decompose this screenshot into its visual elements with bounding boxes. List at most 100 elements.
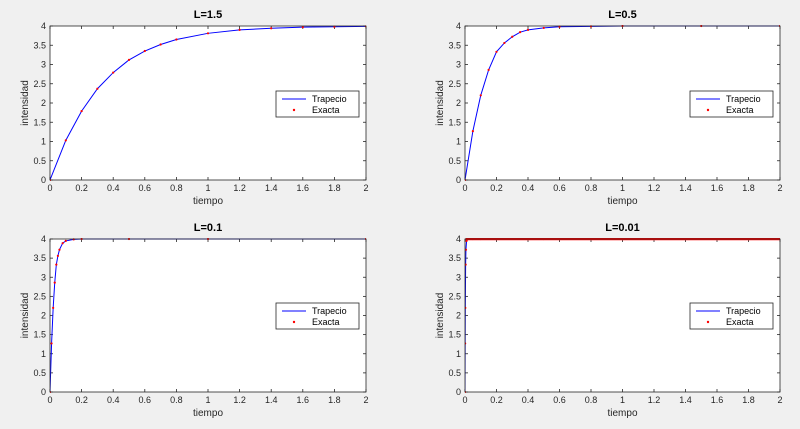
x-tick-label: 1.8 <box>742 183 755 193</box>
y-tick-label: 4 <box>41 21 46 31</box>
x-tick-label: 0.8 <box>585 183 598 193</box>
y-tick-label: 0.5 <box>33 368 46 378</box>
legend-exacta-swatch <box>292 108 296 112</box>
exacta-point <box>465 263 467 266</box>
exacta-point <box>270 27 273 30</box>
x-tick-label: 1 <box>205 183 210 193</box>
exacta-point <box>487 68 490 71</box>
exacta-point <box>495 50 498 53</box>
x-tick-label: 0 <box>47 395 52 405</box>
x-tick-label: 0.2 <box>75 183 88 193</box>
exacta-point <box>465 248 468 251</box>
x-tick-label: 2 <box>777 183 782 193</box>
y-tick-label: 1 <box>41 137 46 147</box>
x-tick-label: 1.6 <box>711 183 724 193</box>
x-tick-label: 1.4 <box>679 395 692 405</box>
y-tick-label: 4 <box>456 21 461 31</box>
axes-frame <box>464 238 781 393</box>
legend-trapecio-label: Trapecio <box>312 94 347 104</box>
exacta-point <box>301 26 304 29</box>
exacta-point <box>112 71 115 74</box>
y-tick-label: 3.5 <box>33 253 46 263</box>
y-tick-label: 2 <box>41 98 46 108</box>
x-axis-label: tiempo <box>193 196 223 207</box>
exacta-point <box>542 26 545 30</box>
x-tick-label: 0.6 <box>139 395 152 405</box>
x-tick-label: 0.8 <box>170 395 183 405</box>
y-tick-label: 0.5 <box>448 368 461 378</box>
exacta-point <box>479 94 482 97</box>
y-tick-label: 3.5 <box>448 40 461 50</box>
x-tick-label: 1.2 <box>233 183 246 193</box>
exacta-point <box>80 109 83 113</box>
legend-trapecio-label: Trapecio <box>312 306 347 316</box>
exacta-point <box>465 239 468 243</box>
exacta-point <box>238 28 241 31</box>
x-axis-label: tiempo <box>193 408 223 419</box>
legend-exacta-label: Exacta <box>312 105 340 115</box>
y-axis-label: intensidad <box>435 80 446 126</box>
x-tick-label: 0.6 <box>553 183 566 193</box>
x-tick-label: 2 <box>363 395 368 405</box>
y-tick-label: 3 <box>456 60 461 70</box>
y-tick-label: 2.5 <box>33 79 46 89</box>
legend-box <box>275 90 360 118</box>
exacta-point <box>206 32 210 35</box>
y-tick-label: 0.5 <box>33 156 46 166</box>
legend-exacta-label: Exacta <box>312 317 340 327</box>
x-tick-label: 1 <box>620 395 625 405</box>
x-tick-label: 1.4 <box>265 395 278 405</box>
y-tick-label: 1.5 <box>33 330 46 340</box>
x-tick-label: 1.2 <box>233 395 246 405</box>
y-tick-label: 2 <box>456 98 461 108</box>
axes-frame <box>49 25 367 181</box>
x-tick-label: 1.8 <box>328 395 341 405</box>
plot-area <box>50 25 366 181</box>
y-tick-label: 1.5 <box>33 117 46 127</box>
x-tick-label: 0.8 <box>585 395 598 405</box>
exacta-point <box>55 263 58 266</box>
y-tick-label: 0 <box>456 175 461 185</box>
x-tick-label: 1.8 <box>742 395 755 405</box>
y-tick-label: 4 <box>41 234 46 244</box>
exacta-point <box>175 38 178 41</box>
y-tick-label: 3 <box>456 272 461 282</box>
exacta-point <box>61 242 64 245</box>
chart-title: L=0.5 <box>608 9 636 21</box>
x-tick-label: 0.6 <box>139 183 152 193</box>
exacta-point <box>96 87 99 90</box>
exacta-point <box>64 139 67 142</box>
exacta-point <box>519 31 522 34</box>
x-tick-label: 0.4 <box>107 183 120 193</box>
y-tick-label: 1 <box>456 349 461 359</box>
axes-frame <box>464 25 781 181</box>
x-tick-label: 1.8 <box>328 183 341 193</box>
exacta-point <box>64 239 67 243</box>
exacta-point <box>471 130 474 133</box>
x-tick-label: 1.2 <box>648 395 661 405</box>
y-tick-label: 1 <box>456 137 461 147</box>
exacta-point <box>50 342 53 345</box>
x-tick-label: 0.4 <box>522 395 535 405</box>
legend-exacta-label: Exacta <box>726 317 754 327</box>
y-axis-label: intensidad <box>435 293 446 339</box>
x-tick-label: 1 <box>620 183 625 193</box>
y-tick-label: 0 <box>41 175 46 185</box>
chart-title: L=0.01 <box>605 222 640 234</box>
x-tick-label: 0 <box>462 395 467 405</box>
legend-trapecio-label: Trapecio <box>726 306 761 316</box>
subplot-1: L=1.5 0 0.2 0.4 0.6 0.8 1 1.2 1.4 1.6 1.8 2 0 0.5 1 1.5… <box>20 9 369 207</box>
exacta-point <box>143 49 146 53</box>
subplots-group: L=1.5 0 0.2 0.4 0.6 0.8 1 1.2 1.4 1.6 1.8 2 0 0.5 1 1.5… <box>20 9 783 419</box>
y-tick-label: 3.5 <box>448 253 461 263</box>
x-tick-label: 1.4 <box>679 183 692 193</box>
exacta-point <box>159 43 162 46</box>
x-tick-label: 0.6 <box>553 395 566 405</box>
y-axis-label: intensidad <box>20 80 31 126</box>
subplot-3: L=0.1 0 0.2 0.4 0.6 0.8 1 1.2 1.4 1.6 1.8 2 0 0.5 1 1.5… <box>20 222 369 419</box>
x-tick-label: 0.4 <box>107 395 120 405</box>
subplot-4: L=0.01 0 0.2 0.4 0.6 0.8 1 1.2 1.4 1.6 1.8 2 0 0.5 1 1.… <box>435 222 783 419</box>
y-tick-label: 3 <box>41 60 46 70</box>
